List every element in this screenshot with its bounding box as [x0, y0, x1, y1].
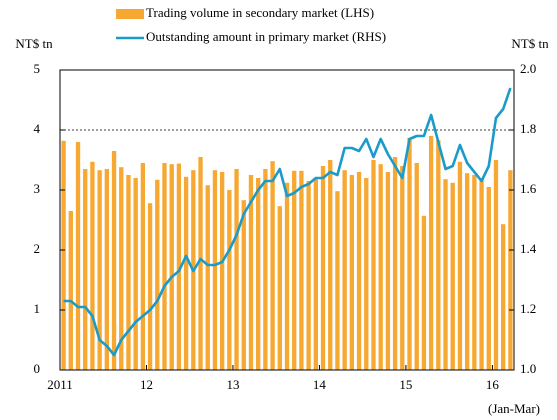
bar	[457, 161, 463, 370]
bar	[479, 178, 484, 370]
bar	[371, 160, 376, 370]
bar	[126, 175, 131, 370]
y2-tick-label: 1.2	[520, 301, 536, 316]
bar	[284, 182, 290, 370]
bar	[436, 140, 441, 370]
x-tick-label: 2011	[47, 377, 73, 392]
line	[63, 87, 512, 357]
y2-tick-label: 2.0	[520, 61, 536, 76]
y2-tick-label: 1.4	[520, 241, 537, 256]
bar	[147, 203, 153, 370]
bar	[227, 190, 232, 370]
bar	[486, 187, 491, 370]
bar	[176, 163, 182, 370]
bar	[508, 170, 513, 370]
y2-tick-label: 1.0	[520, 361, 536, 376]
bar	[378, 164, 383, 370]
bar	[400, 166, 405, 370]
bar	[493, 160, 499, 370]
bar	[205, 185, 210, 370]
plot-frame	[59, 69, 515, 371]
y2-tick-label: 1.8	[520, 121, 536, 136]
bar	[75, 142, 81, 370]
bar	[364, 178, 369, 370]
bar	[443, 179, 448, 370]
bar	[306, 181, 311, 370]
bar	[241, 200, 246, 370]
bar	[450, 182, 455, 370]
bar	[414, 163, 419, 370]
bar	[198, 157, 203, 370]
x-tick-label: 15	[399, 377, 412, 392]
x-tick-label: 16	[486, 377, 500, 392]
bar	[212, 170, 218, 370]
bar	[356, 172, 362, 370]
bar	[392, 157, 398, 370]
y-tick-label: 5	[34, 61, 41, 76]
bar	[335, 191, 340, 370]
x-tick-label: 14	[313, 377, 327, 392]
legend-label: Outstanding amount in primary market (RH…	[146, 29, 386, 44]
bar	[219, 172, 225, 370]
bar	[248, 175, 254, 370]
annotation: (Jan-Mar)	[488, 401, 540, 416]
bar	[270, 161, 275, 370]
y-tick-label: 0	[34, 361, 41, 376]
bar	[111, 151, 117, 370]
bar	[104, 169, 110, 370]
bar	[428, 136, 434, 370]
y-tick-label: 2	[34, 241, 41, 256]
bar	[68, 211, 73, 370]
bar	[169, 164, 174, 370]
bar	[119, 167, 124, 370]
bar	[162, 163, 167, 370]
bar	[292, 170, 297, 370]
y-axis-label: NT$ tn	[15, 36, 53, 51]
bar	[90, 161, 95, 370]
bar	[133, 178, 138, 370]
bar	[299, 170, 304, 370]
bar	[464, 173, 470, 370]
bar	[421, 215, 427, 370]
bar	[328, 160, 333, 370]
bar	[501, 224, 506, 370]
legend-label: Trading volume in secondary market (LHS)	[146, 5, 374, 20]
bar	[256, 178, 261, 370]
bar	[234, 169, 239, 370]
legend-swatch	[116, 9, 144, 19]
bar	[97, 170, 102, 370]
y-tick-label: 4	[34, 121, 41, 136]
bar	[61, 140, 66, 370]
y-tick-label: 3	[34, 181, 41, 196]
bar	[407, 137, 412, 370]
bar	[349, 175, 355, 370]
y2-tick-label: 1.6	[520, 181, 537, 196]
bar	[313, 178, 318, 370]
bar	[183, 176, 189, 370]
bar	[83, 169, 88, 370]
bar	[140, 163, 146, 370]
bar	[263, 169, 268, 370]
bar	[472, 175, 477, 370]
bar	[385, 172, 391, 370]
x-tick-label: 13	[226, 377, 239, 392]
bar	[277, 206, 282, 370]
bar	[320, 166, 326, 370]
y-tick-label: 1	[34, 301, 41, 316]
bar	[342, 170, 347, 370]
x-tick-label: 12	[140, 377, 153, 392]
y2-axis-label: NT$ tn	[511, 36, 549, 51]
bar	[155, 179, 160, 370]
